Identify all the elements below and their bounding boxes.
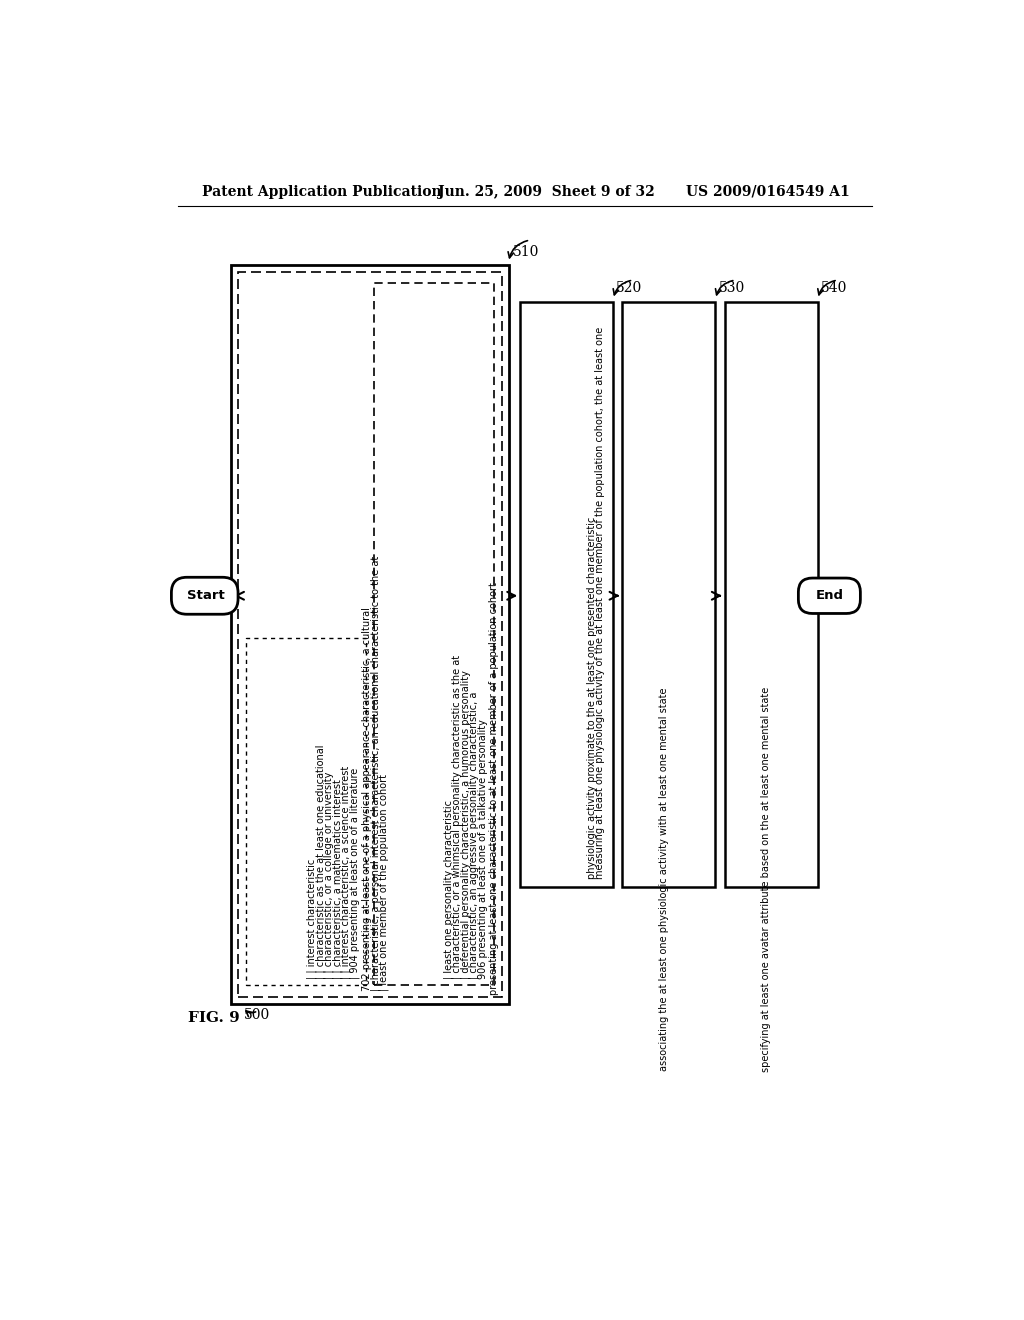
Text: | least one member of the population cohort: | least one member of the population coh… [379, 774, 389, 991]
Bar [246, 638, 366, 985]
Text: 510: 510 [512, 244, 539, 259]
Bar [231, 264, 509, 1003]
Text: | least one personality characteristic: | least one personality characteristic [443, 800, 454, 979]
FancyBboxPatch shape [799, 578, 860, 614]
Bar [238, 272, 502, 997]
Text: | 904 presenting at least one of a literature: | 904 presenting at least one of a liter… [349, 768, 359, 979]
Bar [374, 284, 494, 985]
Text: | characteristic, or a whimsical personality characteristic as the at: | characteristic, or a whimsical persona… [452, 655, 462, 979]
Text: End: End [815, 589, 844, 602]
Text: 520: 520 [616, 281, 642, 296]
Text: | | characteristic, or a college or university: | | characteristic, or a college or univ… [324, 772, 334, 979]
Text: 500: 500 [245, 1008, 270, 1022]
Text: 530: 530 [719, 281, 744, 296]
Text: associating the at least one physiologic activity with at least one mental state: associating the at least one physiologic… [659, 688, 669, 1071]
Text: 540: 540 [821, 281, 847, 296]
Text: US 2009/0164549 A1: US 2009/0164549 A1 [686, 185, 850, 198]
Text: physiologic activity proximate to the at least one presented characteristic: physiologic activity proximate to the at… [587, 516, 597, 879]
Bar [725, 302, 818, 887]
Text: Patent Application Publication: Patent Application Publication [202, 185, 441, 198]
Bar [623, 302, 716, 887]
Text: | | interest characteristic, a science interest: | | interest characteristic, a science i… [341, 766, 351, 979]
Text: FIG. 9: FIG. 9 [188, 1011, 241, 1024]
Text: measuring at least one physiologic activity of the at least one member of the po: measuring at least one physiologic activ… [595, 327, 605, 879]
Text: | deferential personality characteristic, a humorous personality: | deferential personality characteristic… [460, 671, 471, 979]
Text: presenting at least one characteristic to at least one member of a population co: presenting at least one characteristic t… [489, 582, 500, 995]
Text: Start: Start [186, 589, 224, 602]
Text: | characteristic, an aggressive personality characteristic, a: | characteristic, an aggressive personal… [469, 692, 479, 979]
Text: specifying at least one avatar attribute based on the at least one mental state: specifying at least one avatar attribute… [761, 686, 771, 1072]
Text: Jun. 25, 2009  Sheet 9 of 32: Jun. 25, 2009 Sheet 9 of 32 [438, 185, 654, 198]
Bar [520, 302, 613, 887]
Text: | | interest characteristic: | | interest characteristic [306, 859, 317, 979]
Text: 702 presenting at least one of a physical appearance characteristic, a cultural: 702 presenting at least one of a physica… [362, 607, 372, 991]
Text: | characteristic, a personal interest characteristic, an educational characteris: | characteristic, a personal interest ch… [370, 556, 381, 991]
FancyBboxPatch shape [171, 577, 238, 614]
Text: | | characteristic as the at least one educational: | | characteristic as the at least one e… [315, 744, 326, 979]
Text: 906 presenting at least one of a talkative personality: 906 presenting at least one of a talkati… [477, 719, 487, 979]
Text: | | characteristic, a mathematics interest: | | characteristic, a mathematics intere… [332, 779, 343, 979]
